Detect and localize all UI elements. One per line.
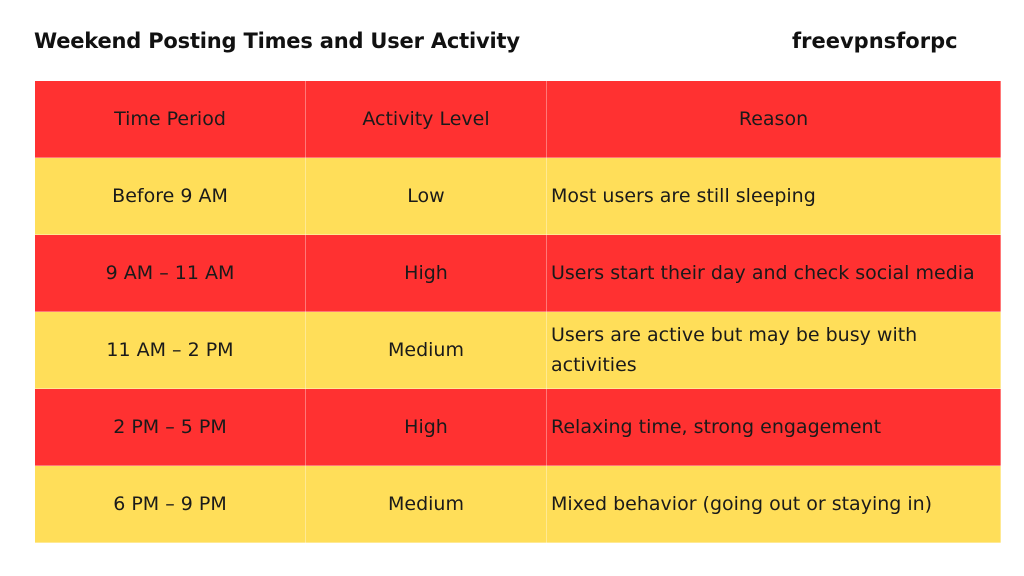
- column-header-reason: Reason: [546, 80, 1001, 158]
- table-row: 6 PM – 9 PM Medium Mixed behavior (going…: [34, 465, 1001, 543]
- table-row: 9 AM – 11 AM High Users start their day …: [34, 234, 1001, 312]
- table-row: 2 PM – 5 PM High Relaxing time, strong e…: [34, 388, 1001, 466]
- column-header-activity-level: Activity Level: [305, 80, 547, 158]
- page-title: Weekend Posting Times and User Activity: [34, 29, 520, 53]
- activity-level-cell: Low: [305, 157, 547, 235]
- activity-table: Time Period Activity Level Reason Before…: [34, 80, 1001, 543]
- time-period-cell: 6 PM – 9 PM: [34, 465, 306, 543]
- table-header-row: Time Period Activity Level Reason: [34, 80, 1001, 158]
- reason-cell: Users start their day and check social m…: [546, 234, 1001, 312]
- activity-level-cell: High: [305, 234, 547, 312]
- time-period-cell: 11 AM – 2 PM: [34, 311, 306, 389]
- table-row: Before 9 AM Low Most users are still sle…: [34, 157, 1001, 235]
- time-period-cell: 9 AM – 11 AM: [34, 234, 306, 312]
- activity-level-cell: Medium: [305, 465, 547, 543]
- activity-level-cell: Medium: [305, 311, 547, 389]
- activity-level-cell: High: [305, 388, 547, 466]
- table-row: 11 AM – 2 PM Medium Users are active but…: [34, 311, 1001, 389]
- reason-cell: Users are active but may be busy with ac…: [546, 311, 1001, 389]
- reason-cell: Most users are still sleeping: [546, 157, 1001, 235]
- reason-cell: Relaxing time, strong engagement: [546, 388, 1001, 466]
- reason-cell: Mixed behavior (going out or staying in): [546, 465, 1001, 543]
- brand-name: freevpnsforpc: [792, 29, 958, 53]
- time-period-cell: 2 PM – 5 PM: [34, 388, 306, 466]
- time-period-cell: Before 9 AM: [34, 157, 306, 235]
- column-header-time-period: Time Period: [34, 80, 306, 158]
